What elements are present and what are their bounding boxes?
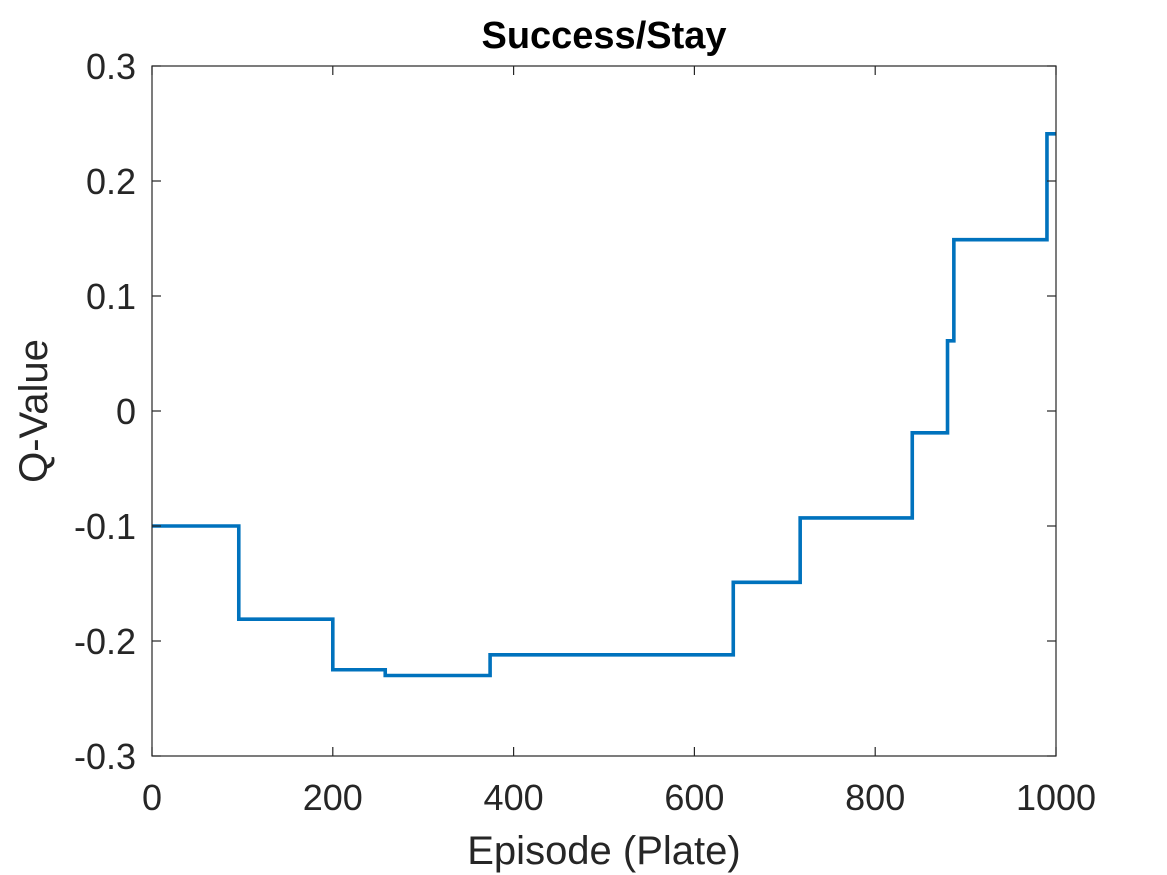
x-tick-label: 400	[484, 777, 544, 818]
x-tick-label: 1000	[1016, 777, 1096, 818]
plot-area	[152, 66, 1056, 756]
y-axis-ticks: -0.3 -0.2 -0.1 0 0.1 0.2 0.3	[74, 46, 1056, 777]
y-tick-label: -0.3	[74, 736, 136, 777]
y-axis-label: Q-Value	[12, 339, 56, 483]
x-axis-label: Episode (Plate)	[467, 829, 740, 873]
x-tick-label: 600	[664, 777, 724, 818]
y-tick-label: -0.1	[74, 506, 136, 547]
x-axis-ticks: 0 200 400 600 800 1000	[142, 66, 1096, 818]
chart-title: Success/Stay	[481, 15, 726, 57]
y-tick-label: -0.2	[74, 621, 136, 662]
y-tick-label: 0.3	[86, 46, 136, 87]
series-layer	[152, 132, 1056, 678]
y-tick-label: 0	[116, 391, 136, 432]
y-tick-label: 0.2	[86, 161, 136, 202]
series-line	[152, 132, 1056, 678]
x-tick-label: 200	[303, 777, 363, 818]
x-tick-label: 800	[845, 777, 905, 818]
y-tick-label: 0.1	[86, 276, 136, 317]
x-tick-label: 0	[142, 777, 162, 818]
